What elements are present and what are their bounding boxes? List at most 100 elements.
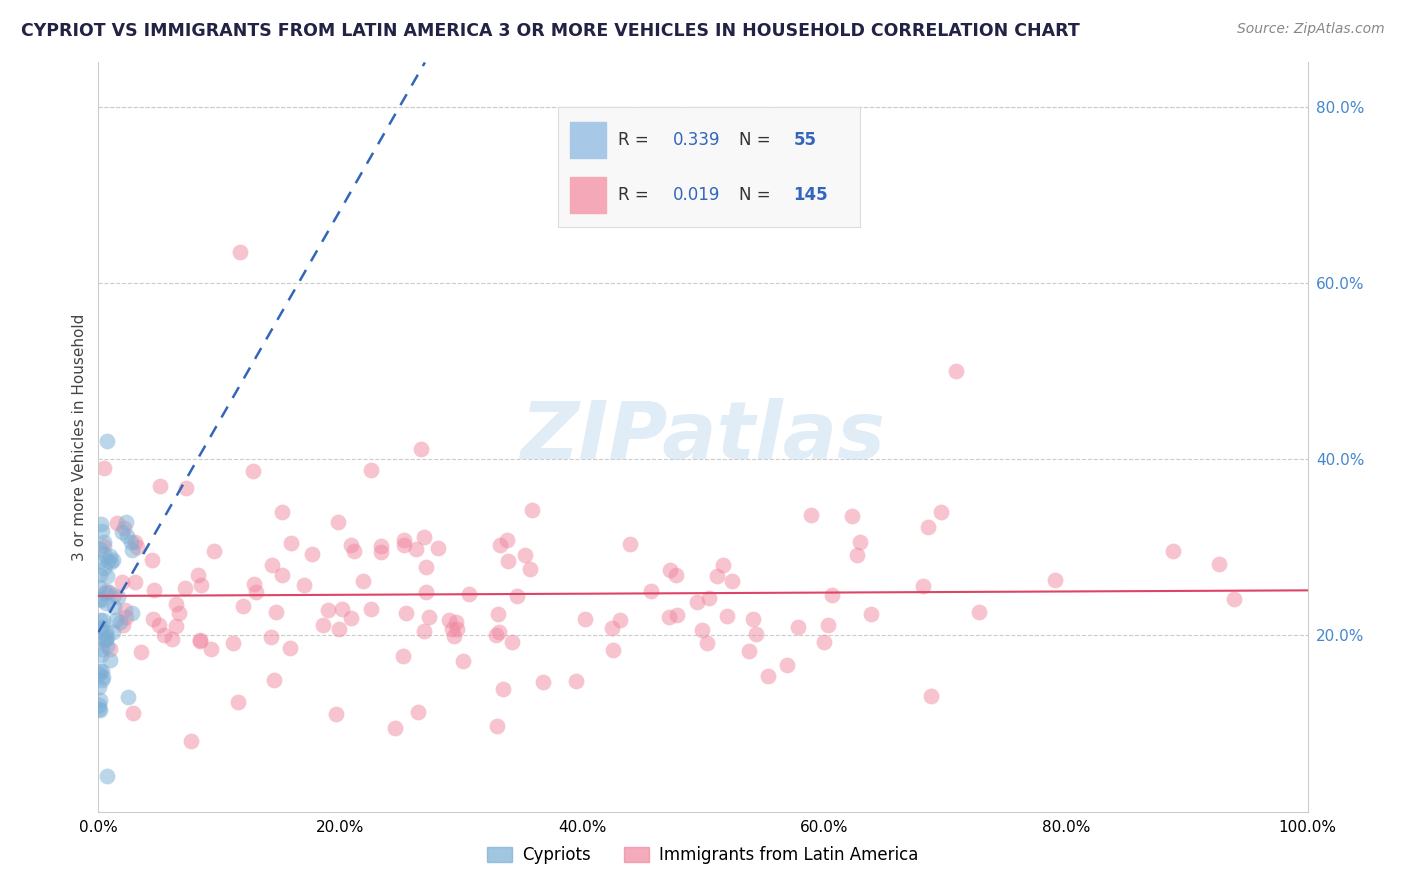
- Point: [501, 635, 523, 649]
- Point: [496, 554, 519, 568]
- Point: [600, 621, 623, 635]
- Point: [115, 609, 138, 624]
- Point: [141, 553, 163, 567]
- Point: [384, 722, 406, 736]
- Text: Source: ZipAtlas.com: Source: ZipAtlas.com: [1237, 22, 1385, 37]
- Point: [859, 607, 882, 621]
- Point: [929, 505, 952, 519]
- Point: [619, 537, 641, 551]
- Point: [98, 549, 121, 563]
- Point: [97, 585, 120, 599]
- Point: [409, 442, 432, 456]
- Point: [124, 534, 146, 549]
- Point: [270, 506, 292, 520]
- Point: [153, 627, 176, 641]
- Point: [174, 581, 197, 595]
- Point: [846, 548, 869, 562]
- Point: [264, 606, 287, 620]
- Point: [98, 652, 121, 666]
- Point: [89, 568, 111, 582]
- Point: [496, 533, 519, 548]
- Point: [520, 503, 543, 517]
- Point: [245, 585, 267, 599]
- Point: [292, 578, 315, 592]
- Point: [280, 536, 302, 550]
- Point: [87, 667, 110, 681]
- Point: [659, 563, 682, 577]
- Point: [120, 535, 142, 549]
- Point: [112, 520, 135, 534]
- Point: [531, 675, 554, 690]
- Point: [742, 612, 765, 626]
- Point: [519, 562, 541, 576]
- Point: [453, 654, 475, 668]
- Point: [426, 541, 449, 555]
- Point: [111, 618, 134, 632]
- Point: [229, 244, 252, 259]
- Point: [115, 529, 138, 543]
- Point: [93, 547, 115, 561]
- Point: [87, 698, 110, 712]
- Point: [160, 632, 183, 647]
- Point: [87, 556, 110, 570]
- Point: [96, 434, 118, 449]
- Point: [488, 624, 510, 639]
- Point: [89, 702, 111, 716]
- Point: [97, 553, 120, 567]
- Point: [117, 690, 139, 705]
- Point: [817, 618, 839, 632]
- Point: [697, 591, 720, 606]
- Point: [103, 588, 125, 602]
- Point: [280, 640, 302, 655]
- Point: [658, 610, 681, 624]
- Point: [392, 649, 415, 664]
- Point: [1223, 592, 1246, 607]
- Point: [316, 603, 339, 617]
- Point: [222, 636, 245, 650]
- Point: [488, 538, 510, 552]
- Point: [165, 597, 187, 611]
- Point: [1045, 574, 1067, 588]
- Point: [506, 589, 529, 603]
- Point: [149, 478, 172, 492]
- Point: [1163, 544, 1185, 558]
- Point: [90, 619, 112, 633]
- Point: [342, 544, 364, 558]
- Point: [443, 629, 465, 643]
- Point: [444, 615, 467, 629]
- Point: [188, 633, 211, 648]
- Point: [91, 632, 114, 647]
- Point: [270, 567, 292, 582]
- Point: [711, 558, 734, 573]
- Point: [776, 657, 799, 672]
- Point: [93, 460, 115, 475]
- Point: [96, 639, 118, 653]
- Text: CYPRIOT VS IMMIGRANTS FROM LATIN AMERICA 3 OR MORE VEHICLES IN HOUSEHOLD CORRELA: CYPRIOT VS IMMIGRANTS FROM LATIN AMERICA…: [21, 22, 1080, 40]
- Point: [301, 547, 323, 561]
- Text: ZIPatlas: ZIPatlas: [520, 398, 886, 476]
- Point: [441, 622, 464, 636]
- Point: [93, 561, 115, 575]
- Point: [125, 540, 148, 554]
- Point: [486, 607, 509, 622]
- Point: [738, 644, 761, 658]
- Point: [392, 533, 415, 548]
- Point: [94, 633, 117, 648]
- Point: [340, 538, 363, 552]
- Point: [96, 569, 118, 583]
- Point: [121, 543, 143, 558]
- Point: [202, 544, 225, 558]
- Point: [394, 606, 416, 620]
- Point: [602, 643, 624, 657]
- Point: [90, 673, 112, 687]
- Point: [89, 693, 111, 707]
- Point: [666, 607, 689, 622]
- Point: [721, 574, 744, 588]
- Point: [686, 595, 709, 609]
- Point: [148, 617, 170, 632]
- Point: [89, 703, 111, 717]
- Point: [326, 516, 349, 530]
- Point: [513, 548, 536, 562]
- Point: [91, 613, 114, 627]
- Point: [89, 541, 111, 556]
